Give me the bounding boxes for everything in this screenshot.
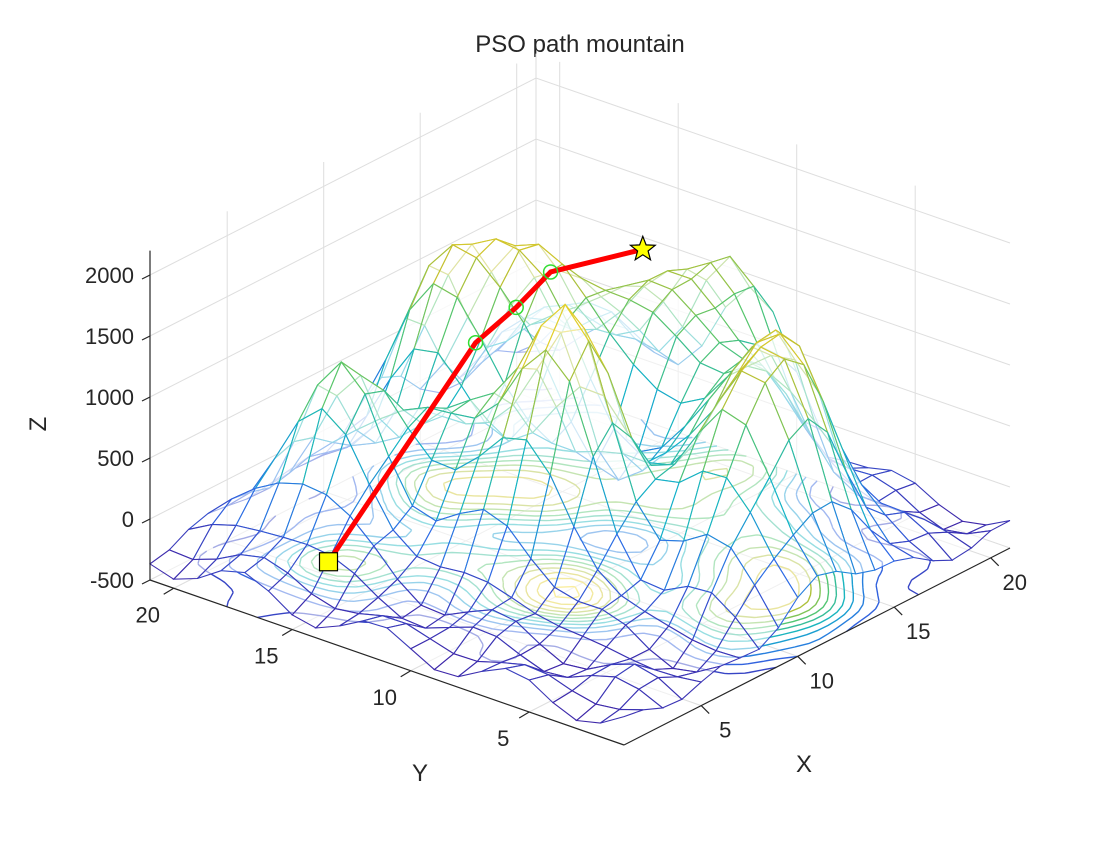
x-axis-label: X — [796, 751, 812, 778]
y-tick-mark — [518, 711, 530, 719]
y-tick-mark — [281, 628, 293, 637]
y-tick-mark — [400, 670, 412, 678]
y-tick-label: 10 — [372, 685, 396, 710]
path-waypoint — [508, 299, 524, 316]
path-line — [326, 246, 644, 564]
z-axis-label: Z — [25, 417, 52, 432]
z-tick-label: 1500 — [85, 324, 134, 349]
pso-path — [318, 234, 657, 572]
x-tick-label: 10 — [809, 668, 833, 693]
z-tick-label: 0 — [122, 507, 134, 532]
x-tick-label: 15 — [906, 619, 930, 644]
x-tick-mark — [990, 557, 1000, 567]
path-start-marker — [318, 552, 339, 572]
y-tick-label: 20 — [135, 602, 159, 627]
z-tick-mark — [141, 335, 151, 341]
y-axis-line — [149, 579, 625, 746]
x-tick-mark — [700, 705, 710, 715]
path-waypoint — [467, 335, 484, 351]
path-waypoint — [542, 264, 559, 280]
z-tick-mark — [141, 457, 151, 463]
z-tick-mark — [141, 274, 151, 280]
y-tick-mark — [163, 587, 175, 595]
z-tick-label: 500 — [97, 446, 134, 471]
grid-line-z — [149, 77, 1011, 276]
x-axis-line — [623, 547, 1011, 746]
z-tick-mark — [141, 518, 151, 524]
chart-title: PSO path mountain — [475, 31, 684, 58]
mesh-cell — [599, 708, 644, 724]
x-tick-mark — [797, 655, 807, 665]
y-tick-label: 15 — [254, 644, 278, 669]
z-tick-label: 2000 — [85, 263, 134, 288]
z-tick-label: -500 — [90, 568, 134, 593]
z-tick-label: 1000 — [85, 385, 134, 410]
surface-mesh — [149, 237, 1011, 724]
y-axis-label: Y — [412, 760, 428, 787]
x-tick-label: 20 — [1002, 570, 1026, 595]
z-tick-mark — [141, 396, 151, 402]
y-tick-label: 5 — [497, 726, 509, 751]
z-tick-mark — [141, 579, 151, 585]
path-end-marker — [628, 234, 657, 262]
x-tick-label: 5 — [719, 718, 731, 743]
x-tick-mark — [893, 606, 903, 616]
